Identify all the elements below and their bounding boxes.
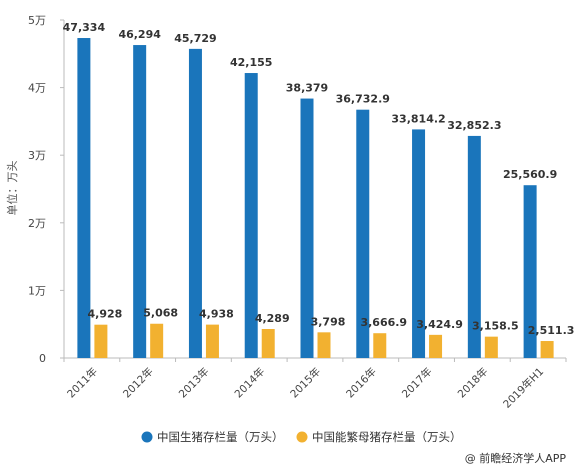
legend-label-sow-stock: 中国能繁母猪存栏量（万头）: [312, 430, 462, 444]
x-tick-label: 2013年: [176, 365, 212, 401]
bar-pig-stock: [523, 185, 537, 358]
data-label-sow-stock: 4,289: [255, 312, 290, 325]
data-label-sow-stock: 3,666.9: [360, 316, 407, 329]
data-label-sow-stock: 3,424.9: [416, 318, 463, 331]
bar-pig-stock: [467, 135, 481, 358]
data-label-sow-stock: 3,798: [311, 315, 346, 328]
y-tick-label: 5万: [28, 14, 46, 27]
data-label-pig-stock: 33,814.2: [391, 112, 445, 125]
bar-sow-stock: [317, 332, 331, 358]
bar-sow-stock: [484, 336, 498, 358]
x-tick-label: 2015年: [288, 365, 324, 401]
bar-pig-stock: [244, 73, 258, 359]
x-tick-label: 2016年: [343, 365, 379, 401]
source-credit: @ 前瞻经济学人APP: [465, 451, 567, 465]
data-label-sow-stock: 4,938: [199, 308, 234, 321]
bar-sow-stock: [94, 324, 108, 358]
bar-pig-stock: [412, 129, 426, 358]
x-tick-label: 2014年: [232, 365, 268, 401]
bar-sow-stock: [429, 334, 443, 358]
data-labels: 47,334 46,294 45,729 42,155 38,379 36,732.933…: [63, 21, 574, 337]
bar-pig-stock: [300, 98, 314, 359]
x-tick-label: 2012年: [120, 365, 156, 401]
data-label-pig-stock: 36,732.9: [336, 93, 390, 106]
y-tick-label: 1万: [28, 284, 46, 297]
legend-label-pig-stock: 中国生猪存栏量（万头）: [157, 430, 284, 444]
data-label-pig-stock: 42,155: [230, 56, 272, 69]
bar-pig-stock: [188, 48, 202, 359]
bar-sow-stock: [205, 324, 219, 358]
bar-sow-stock: [373, 333, 387, 358]
data-label-sow-stock: 5,068: [143, 307, 178, 320]
bars: [77, 38, 554, 359]
bar-pig-stock: [133, 45, 147, 359]
data-label-pig-stock: 46,294: [118, 28, 161, 41]
legend-swatch-pig-stock: [141, 431, 153, 443]
x-tick-label: 2011年: [64, 365, 100, 401]
bar-sow-stock: [150, 323, 164, 358]
legend-swatch-sow-stock: [296, 431, 308, 443]
data-label-pig-stock: 38,379: [286, 82, 328, 95]
data-label-sow-stock: 2,511.3: [528, 324, 574, 337]
data-label-sow-stock: 3,158.5: [472, 320, 519, 333]
bar-sow-stock: [261, 329, 275, 358]
y-tick-label: 4万: [28, 82, 46, 95]
data-label-sow-stock: 4,928: [87, 308, 122, 321]
data-label-pig-stock: 32,852.3: [447, 119, 501, 132]
data-label-pig-stock: 47,334: [63, 21, 106, 34]
x-tick-label: 2018年: [455, 365, 491, 401]
legend: 中国生猪存栏量（万头） 中国能繁母猪存栏量（万头）: [141, 430, 462, 444]
x-tick-label: 2019年H1: [500, 365, 546, 411]
x-tick-label: 2017年: [399, 365, 435, 401]
y-tick-label: 0: [39, 352, 46, 365]
data-label-pig-stock: 25,560.9: [503, 168, 557, 181]
bar-pig-stock: [77, 38, 91, 359]
data-label-pig-stock: 45,729: [174, 32, 216, 45]
y-tick-label: 3万: [28, 149, 46, 162]
bar-sow-stock: [540, 341, 554, 358]
y-tick-label: 2万: [28, 217, 46, 230]
bar-pig-stock: [356, 109, 370, 358]
y-axis-label: 单位：万头: [5, 161, 19, 216]
